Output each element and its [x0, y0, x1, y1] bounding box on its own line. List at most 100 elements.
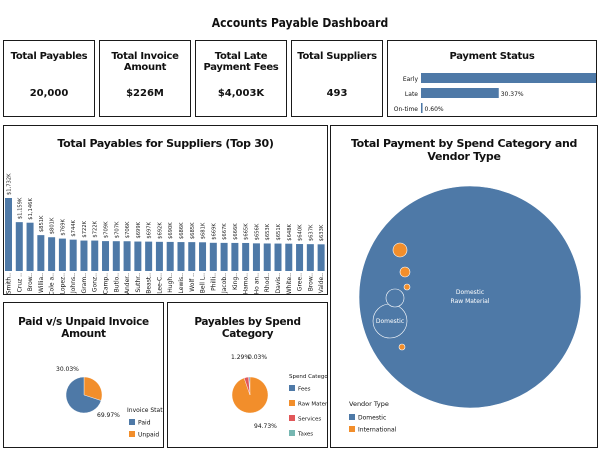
supplier-bar	[220, 242, 228, 271]
supplier-bar	[285, 243, 293, 271]
supplier-value-label: $697K	[147, 221, 153, 238]
supplier-bar	[263, 243, 271, 271]
supplier-value-label: $633K	[319, 224, 325, 241]
supplier-category-label: Gree..	[297, 273, 304, 291]
pie-value-label: 1.29%	[231, 354, 250, 361]
supplier-category-label: Butlo..	[113, 273, 120, 292]
kpi-value: 20,000	[29, 88, 69, 99]
supplier-bar	[123, 241, 131, 271]
status-bar	[421, 73, 596, 83]
pie-legend-title: Invoice Status	[127, 407, 163, 414]
supplier-value-label: $656K	[254, 223, 260, 240]
top-suppliers-panel[interactable]: Total Payables for Suppliers (Top 30) $1…	[3, 125, 328, 295]
paid-unpaid-panel[interactable]: Paid v/s Unpaid Invoice Amount 30.03% 69.…	[3, 302, 164, 448]
supplier-value-label: $801K	[50, 217, 56, 234]
pie-legend-swatch	[129, 419, 135, 425]
pie-legend-label: Raw Material	[298, 402, 327, 408]
supplier-value-label: $851K	[39, 215, 45, 232]
spend-category-title: Payables by Spend Category	[194, 316, 301, 340]
supplier-value-label: $681K	[201, 222, 207, 239]
status-value-label: 30.37%	[501, 91, 524, 98]
status-category-label: On-time	[394, 106, 419, 113]
supplier-value-label: $665K	[244, 223, 250, 240]
supplier-category-label: Cole a..	[49, 273, 56, 294]
supplier-category-label: Brow..	[27, 273, 34, 291]
kpi-total-payables-card[interactable]: Total Payables 20,000	[3, 40, 95, 117]
supplier-bar	[209, 242, 217, 271]
supplier-category-label: Camp..	[103, 273, 110, 294]
payment-status-title: Payment Status	[449, 51, 535, 62]
kpi-total-suppliers-card[interactable]: Total Suppliers 493	[291, 40, 383, 117]
bubble-legend-label: International	[358, 427, 397, 434]
supplier-value-label: $640K	[298, 224, 304, 241]
supplier-bar	[252, 243, 260, 271]
supplier-bar	[166, 241, 174, 271]
supplier-value-label: $692K	[157, 222, 163, 239]
supplier-category-label: Smith..	[6, 273, 13, 294]
spend-category-chart: 1.29%0.03% 94.73% Spend Category Fees Raw Ma…	[231, 354, 327, 438]
supplier-category-label: Davis..	[275, 273, 282, 294]
supplier-bar	[15, 222, 23, 271]
kpi-title: Total Suppliers	[297, 51, 377, 62]
kpi-value: $226M	[126, 88, 164, 99]
pie-value-label: 30.03%	[56, 366, 79, 373]
spend-vendor-title: Total Payment by Spend Category and Vend…	[350, 137, 578, 163]
supplier-value-label: $651K	[276, 223, 282, 240]
supplier-bar	[242, 242, 250, 271]
supplier-value-label: $666K	[233, 223, 239, 240]
payment-status-panel[interactable]: Payment Status Early69.03%Late30.37%On-t…	[387, 40, 597, 117]
supplier-category-label: Jacob..	[221, 273, 228, 294]
supplier-category-label: Cruz ..	[16, 273, 23, 292]
bubble-sublabel: Raw Material	[451, 298, 490, 305]
supplier-value-label: $744K	[71, 219, 77, 236]
bubble	[385, 288, 405, 308]
kpi-total-invoice-amount-card[interactable]: Total Invoice Amount $226M	[99, 40, 191, 117]
supplier-value-label: $669K	[211, 223, 217, 240]
pie-slice	[65, 376, 102, 414]
spend-category-panel[interactable]: Payables by Spend Category 1.29% 0.03% 94.…	[167, 302, 328, 448]
supplier-category-label: Ander..	[124, 273, 131, 294]
supplier-bar	[231, 242, 239, 271]
pie-value-label: 0.03%	[248, 354, 267, 361]
pie-legend-swatch	[289, 385, 295, 391]
supplier-bar	[102, 241, 110, 271]
supplier-value-label: $685K	[190, 222, 196, 239]
supplier-value-label: $722K	[82, 220, 88, 237]
kpi-title: Total Invoice Amount	[111, 51, 179, 73]
pie-slice	[243, 376, 251, 396]
paid-unpaid-title: Paid v/s Unpaid Invoice Amount	[18, 316, 149, 340]
pie-legend-title: Spend Category	[289, 374, 327, 380]
supplier-value-label: $709K	[104, 221, 110, 238]
top-suppliers-chart: $1,732K Smith.. $1,159K Cruz .. $1,146K Brow.…	[5, 173, 325, 294]
top-suppliers-title: Total Payables for Suppliers (Top 30)	[57, 137, 274, 150]
bubble-legend-title: Vendor Type	[349, 400, 389, 408]
pie-value-label: 94.73%	[254, 423, 277, 430]
supplier-category-label: Lewis..	[178, 273, 185, 294]
supplier-bar	[112, 241, 120, 271]
supplier-bar	[26, 222, 34, 271]
pie-legend-label: Services	[298, 417, 321, 423]
pie-legend-swatch	[289, 415, 295, 421]
supplier-value-label: $667K	[222, 223, 228, 240]
supplier-category-label: Lopez..	[59, 273, 66, 294]
supplier-bar	[80, 240, 88, 271]
spend-vendor-chart: Domestic Raw Material Domestic Vendor Type D…	[349, 185, 582, 434]
pie-legend-swatch	[129, 431, 135, 437]
supplier-bar	[306, 244, 314, 271]
supplier-category-label: Bell L..	[200, 273, 207, 293]
supplier-category-label: Lee-C..	[156, 273, 163, 294]
pie-legend-label: Fees	[298, 387, 311, 393]
supplier-category-label: Hugh..	[167, 273, 174, 293]
supplier-category-label: Wolf ..	[189, 273, 196, 292]
pie-slice	[83, 376, 103, 401]
spend-vendor-panel[interactable]: Total Payment by Spend Category and Vend…	[330, 125, 598, 448]
supplier-category-label: Rhod..	[264, 273, 271, 292]
bubble-label: Domestic	[456, 289, 484, 296]
supplier-category-label: Gonz..	[92, 273, 99, 292]
supplier-bar	[177, 242, 185, 271]
supplier-value-label: $690K	[168, 222, 174, 239]
bubble	[358, 185, 582, 409]
kpi-total-late-payment-fees-card[interactable]: Total Late Payment Fees $4,003K	[195, 40, 287, 117]
supplier-category-label: Gram..	[81, 273, 88, 294]
